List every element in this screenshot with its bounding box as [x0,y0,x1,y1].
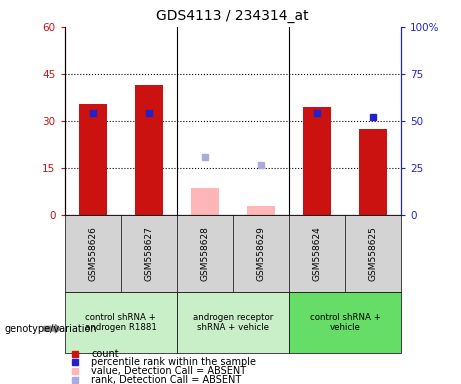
Bar [359,129,387,215]
Text: percentile rank within the sample: percentile rank within the sample [91,358,256,367]
Text: control shRNA +
vehicle: control shRNA + vehicle [309,313,380,332]
FancyBboxPatch shape [289,292,401,353]
Text: GSM558624: GSM558624 [313,226,321,281]
Text: androgen receptor
shRNA + vehicle: androgen receptor shRNA + vehicle [193,313,273,332]
Text: GSM558627: GSM558627 [144,226,153,281]
Text: GSM558626: GSM558626 [88,226,97,281]
Bar [247,206,275,215]
Bar [303,107,331,215]
Text: rank, Detection Call = ABSENT: rank, Detection Call = ABSENT [91,375,242,384]
Text: GSM558628: GSM558628 [200,226,209,281]
Title: GDS4113 / 234314_at: GDS4113 / 234314_at [156,9,309,23]
Text: count: count [91,349,119,359]
Text: value, Detection Call = ABSENT: value, Detection Call = ABSENT [91,366,247,376]
Text: GSM558629: GSM558629 [256,226,266,281]
Bar [191,189,219,215]
Text: control shRNA +
androgen R1881: control shRNA + androgen R1881 [85,313,157,332]
Bar [135,85,163,215]
Text: genotype/variation: genotype/variation [5,324,97,334]
Text: GSM558625: GSM558625 [368,226,378,281]
FancyBboxPatch shape [65,292,177,353]
Bar [78,104,106,215]
FancyBboxPatch shape [177,292,289,353]
